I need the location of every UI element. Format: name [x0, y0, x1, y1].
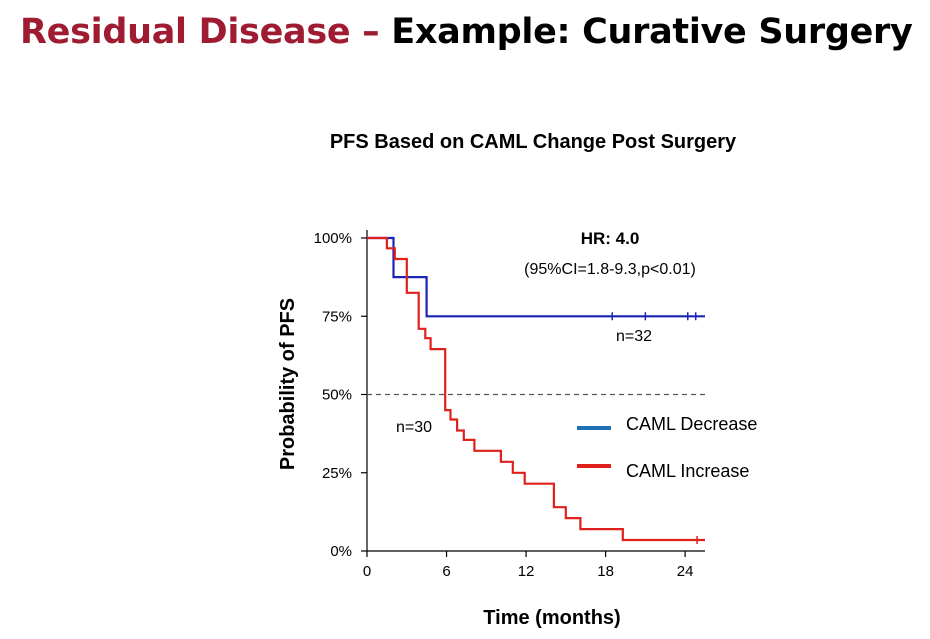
n-label-increase: n=30: [396, 419, 432, 436]
legend: CAML Decrease CAML Increase: [577, 414, 757, 481]
legend-label-caml-decrease: CAML Decrease: [626, 414, 757, 434]
km-curve-caml-increase: [367, 236, 705, 542]
n-label-decrease: n=32: [616, 328, 652, 345]
x-tick-label: 6: [442, 563, 450, 580]
hr-annotation: HR: 4.0: [581, 229, 640, 248]
x-tick-label: 24: [677, 563, 694, 580]
ci-annotation: (95%CI=1.8-9.3,p<0.01): [524, 261, 696, 278]
y-tick-label: 50%: [322, 387, 352, 404]
legend-label-caml-increase: CAML Increase: [626, 461, 749, 481]
y-tick-label: 100%: [314, 230, 352, 247]
slide-title-accent: Residual Disease –: [20, 12, 392, 52]
slide-title-main: Example: Curative Surgery: [391, 12, 913, 52]
x-tick-label: 0: [363, 563, 371, 580]
y-tick-label: 25%: [322, 465, 352, 482]
y-tick-label: 75%: [322, 308, 352, 325]
km-curve-caml-decrease: [367, 236, 705, 318]
chart-title: PFS Based on CAML Change Post Surgery: [330, 131, 737, 153]
y-axis-label: Probability of PFS: [277, 298, 299, 470]
x-tick-label: 18: [597, 563, 614, 580]
y-tick-label: 0%: [330, 543, 352, 560]
x-axis-label: Time (months): [483, 607, 620, 629]
x-tick-label: 12: [518, 563, 535, 580]
plot-area: 0% 25% 50% 75% 100% 0 6 12 18 24: [314, 230, 705, 580]
slide-title: Residual Disease – Example: Curative Sur…: [20, 12, 913, 52]
